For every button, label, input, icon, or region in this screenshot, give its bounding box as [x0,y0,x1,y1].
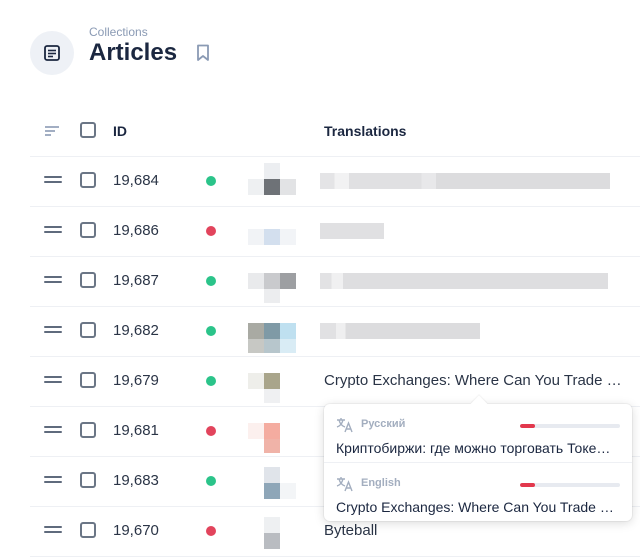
article-icon [30,31,74,75]
row-checkbox[interactable] [80,422,96,438]
sort-icon[interactable] [44,124,60,142]
status-dot [206,176,216,186]
table-row[interactable]: 19,687 [30,256,640,307]
thumbnail [248,459,296,503]
translation-text: Криптобиржи: где можно торговать Токенам… [336,440,618,456]
language-name: English [361,477,401,489]
row-checkbox[interactable] [80,472,96,488]
column-header-translations[interactable]: Translations [324,123,407,139]
translations-popover: Русский Криптобиржи: где можно торговать… [324,404,632,521]
table-row[interactable]: 19,684 [30,156,640,207]
status-dot [206,226,216,236]
translation-progress-bar [520,424,620,428]
table-row[interactable]: 19,679 Crypto Exchanges: Where Can You T… [30,356,640,407]
thumbnail [248,209,296,253]
row-id: 19,681 [113,422,159,439]
row-id: 19,670 [113,522,159,539]
translation-progress-bar [520,483,620,487]
row-checkbox[interactable] [80,272,96,288]
blurred-title [320,323,480,339]
thumbnail [248,259,296,303]
translation-text: Crypto Exchanges: Where Can You Trade Cr… [336,499,618,515]
row-checkbox[interactable] [80,372,96,388]
row-title[interactable]: Byteball [324,522,378,539]
status-dot [206,426,216,436]
divider [324,462,632,463]
bookmark-icon[interactable] [194,43,212,63]
status-dot [206,376,216,386]
column-header-id[interactable]: ID [113,123,127,139]
page-title: Articles [89,39,178,66]
select-all-checkbox[interactable] [80,122,96,138]
blurred-title [320,173,610,189]
table-row[interactable]: 19,686 [30,206,640,257]
language-name: Русский [361,418,406,430]
row-id: 19,682 [113,322,159,339]
table-header: ID Translations [30,106,640,157]
thumbnail [248,309,296,353]
translation-item-english[interactable]: English Crypto Exchanges: Where Can You … [324,465,632,521]
row-id: 19,684 [113,172,159,189]
translation-item-russian[interactable]: Русский Криптобиржи: где можно торговать… [324,406,632,462]
thumbnail [248,509,296,553]
thumbnail [248,359,296,403]
row-checkbox[interactable] [80,172,96,188]
row-id: 19,686 [113,222,159,239]
thumbnail [248,159,296,203]
drag-handle-icon[interactable] [44,326,62,334]
row-id: 19,679 [113,372,159,389]
table-row[interactable]: 19,682 [30,306,640,357]
row-id: 19,687 [113,272,159,289]
drag-handle-icon[interactable] [44,176,62,184]
drag-handle-icon[interactable] [44,426,62,434]
row-title[interactable]: Crypto Exchanges: Where Can You Trade Cr… [324,372,630,389]
status-dot [206,526,216,536]
status-dot [206,326,216,336]
status-dot [206,276,216,286]
drag-handle-icon[interactable] [44,276,62,284]
blurred-title [320,223,384,239]
drag-handle-icon[interactable] [44,226,62,234]
blurred-title [320,273,608,289]
drag-handle-icon[interactable] [44,376,62,384]
translate-icon [336,476,354,492]
thumbnail [248,409,296,453]
row-checkbox[interactable] [80,522,96,538]
breadcrumb[interactable]: Collections [89,25,148,39]
row-checkbox[interactable] [80,322,96,338]
status-dot [206,476,216,486]
row-id: 19,683 [113,472,159,489]
row-checkbox[interactable] [80,222,96,238]
drag-handle-icon[interactable] [44,476,62,484]
drag-handle-icon[interactable] [44,526,62,534]
translate-icon [336,417,354,433]
